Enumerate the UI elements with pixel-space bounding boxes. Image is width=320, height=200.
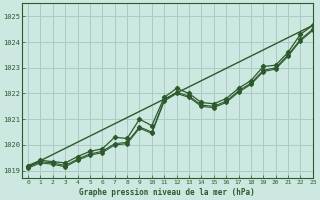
X-axis label: Graphe pression niveau de la mer (hPa): Graphe pression niveau de la mer (hPa) xyxy=(79,188,255,197)
